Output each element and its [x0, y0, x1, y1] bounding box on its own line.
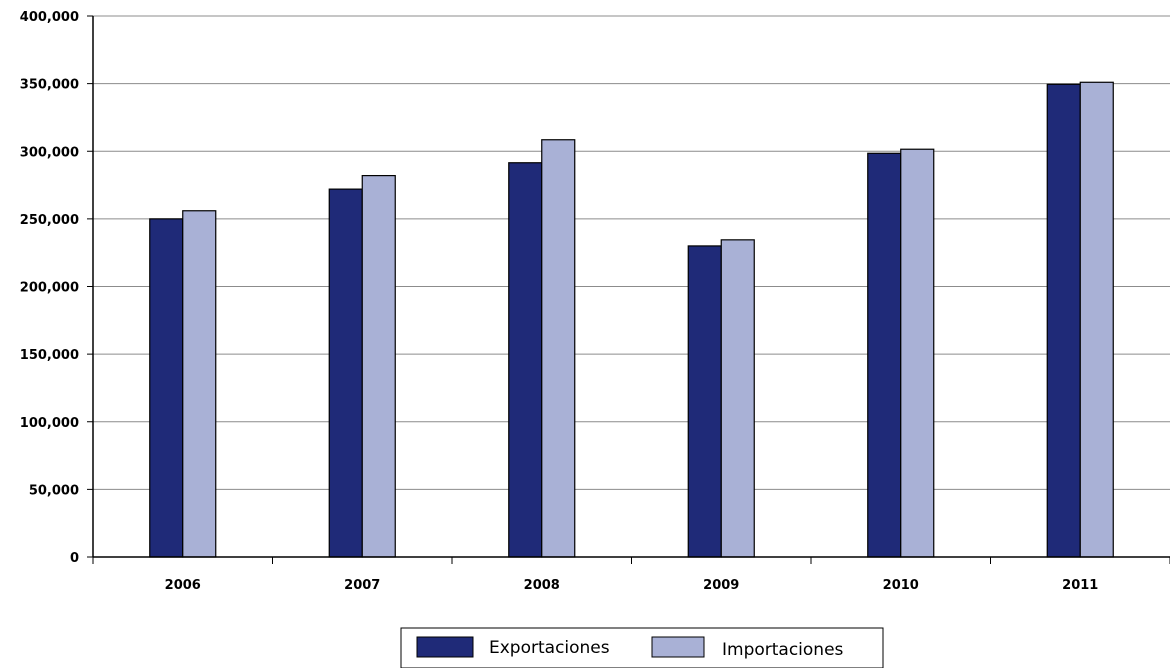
- y-axis-ticks: 0 50,000 100,000 150,000 200,000 250,000 300,0…: [20, 10, 93, 566]
- bar-importaciones-2006: [182, 210, 217, 558]
- x-tick-label: 2008: [524, 578, 560, 593]
- bar-importaciones-2008: [541, 139, 576, 558]
- y-tick-label: 150,000: [20, 348, 79, 363]
- legend-swatch-exportaciones: [416, 636, 474, 658]
- bar-exportaciones-2009: [687, 245, 722, 558]
- gridlines: [93, 15, 1170, 490]
- x-tick-label: 2010: [883, 578, 919, 593]
- y-tick-label: 0: [70, 551, 79, 566]
- x-tick-label: 2006: [165, 578, 201, 593]
- x-axis-ticks: 2006 2007 2008 2009 2010 2011: [92, 557, 1170, 593]
- legend-label-exportaciones: Exportaciones: [489, 638, 610, 658]
- bar-exportaciones-2007: [328, 188, 363, 558]
- legend-swatch-importaciones: [651, 636, 705, 658]
- y-tick-label: 100,000: [20, 416, 79, 431]
- y-tick-label: 300,000: [20, 145, 79, 160]
- x-tick-label: 2011: [1062, 578, 1098, 593]
- bar-exportaciones-2010: [867, 152, 902, 558]
- legend-label-importaciones: Importaciones: [722, 640, 844, 660]
- bar-importaciones-2009: [720, 239, 755, 558]
- x-tick-label: 2007: [344, 578, 380, 593]
- y-tick-label: 250,000: [20, 213, 79, 228]
- bar-importaciones-2011: [1079, 81, 1114, 558]
- bar-importaciones-2010: [900, 148, 935, 558]
- y-tick-label: 350,000: [20, 78, 79, 93]
- bar-importaciones-2007: [361, 174, 396, 558]
- y-tick-label: 400,000: [20, 10, 79, 25]
- bar-exportaciones-2006: [149, 218, 184, 558]
- y-tick-label: 50,000: [29, 483, 79, 498]
- x-tick-label: 2009: [703, 578, 739, 593]
- bars: [149, 81, 1114, 558]
- bar-exportaciones-2011: [1046, 83, 1081, 558]
- legend: Exportaciones Importaciones: [400, 627, 884, 668]
- y-tick-label: 200,000: [20, 281, 79, 296]
- bar-exportaciones-2008: [508, 162, 543, 558]
- legend-box: [400, 627, 884, 668]
